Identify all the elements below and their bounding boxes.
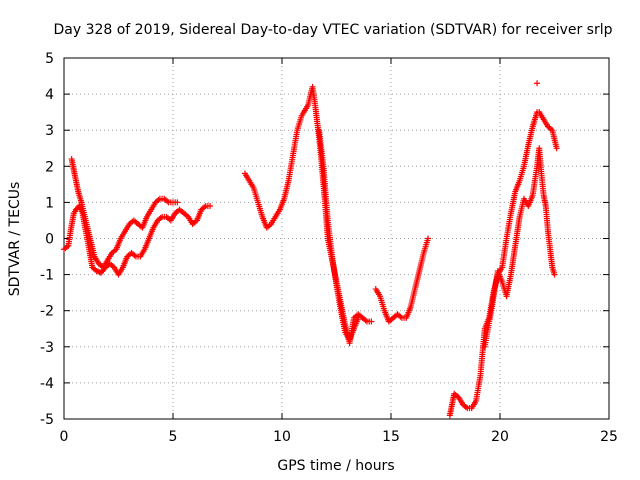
y-tick-label: -4	[40, 376, 54, 392]
x-tick-label: 5	[169, 429, 178, 445]
chart-title: Day 328 of 2019, Sidereal Day-to-day VTE…	[53, 22, 612, 38]
y-axis-label: SDTVAR / TECUs	[7, 182, 23, 297]
data-points	[61, 80, 560, 419]
y-tick-label: 1	[45, 195, 54, 211]
data-point	[553, 145, 560, 152]
y-tick-label: 2	[45, 159, 54, 175]
data-point	[551, 271, 558, 278]
x-tick-label: 10	[273, 429, 291, 445]
x-axis-label: GPS time / hours	[277, 458, 394, 474]
data-point	[534, 80, 541, 87]
grid	[64, 58, 609, 419]
data-point	[174, 199, 181, 206]
x-tick-label: 0	[60, 429, 69, 445]
y-tick-label: 0	[45, 232, 54, 248]
y-tick-label: -2	[40, 304, 54, 320]
y-tick-label: 4	[45, 87, 54, 103]
y-tick-label: -1	[40, 268, 54, 284]
data-point	[368, 318, 375, 325]
y-tick-label: -5	[40, 412, 54, 428]
data-point	[207, 203, 214, 210]
data-point	[425, 235, 432, 242]
x-tick-label: 20	[491, 429, 509, 445]
data-point	[355, 314, 362, 321]
y-tick-label: -3	[40, 340, 54, 356]
x-tick-label: 15	[382, 429, 400, 445]
axis-ticks: 0 5 10 15 20 25 -5 -4 -3 -2 -1 0 1 2 3 4 5	[40, 51, 618, 445]
y-tick-label: 3	[45, 123, 54, 139]
x-tick-label: 25	[600, 429, 618, 445]
y-tick-label: 5	[45, 51, 54, 67]
